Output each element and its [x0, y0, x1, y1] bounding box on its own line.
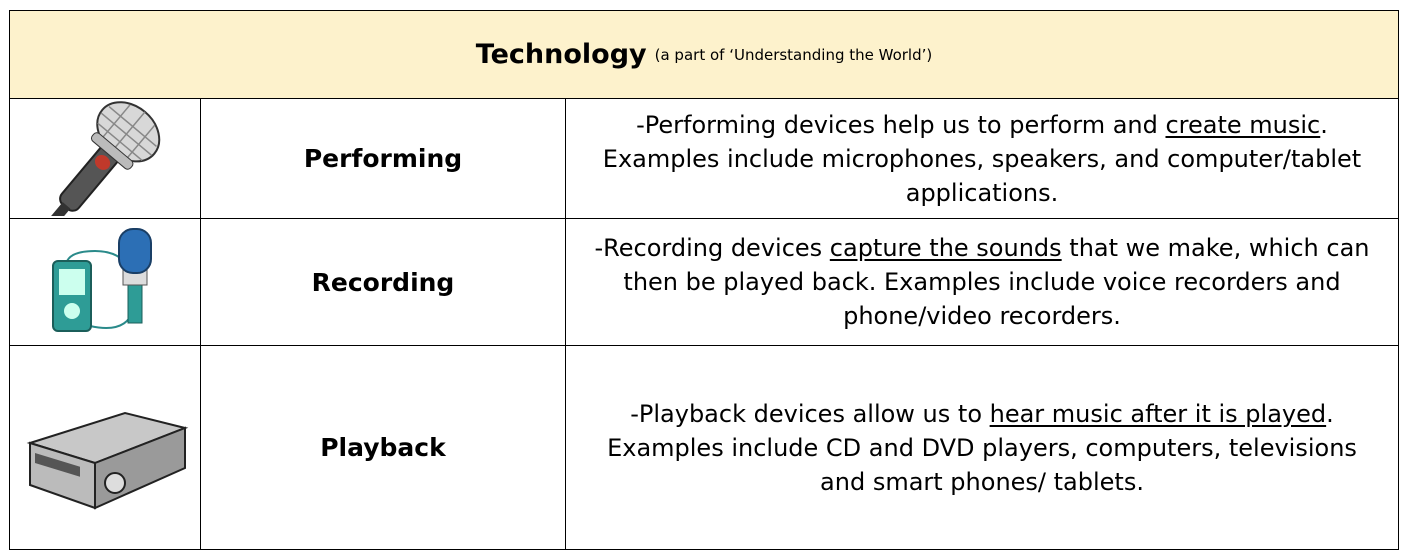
label-text: Playback: [320, 433, 446, 462]
text: -Recording devices: [594, 234, 830, 262]
row-label: Playback: [200, 345, 566, 550]
underlined-text: capture the sounds: [829, 234, 1062, 262]
row-description: -Playback devices allow us to hear music…: [565, 345, 1399, 550]
description-text: -Performing devices help us to perform a…: [594, 108, 1370, 210]
header: Technology (a part of ‘Understanding the…: [9, 10, 1399, 99]
player-icon: [26, 411, 189, 510]
recorder-icon: [52, 228, 152, 332]
text: -Performing devices help us to perform a…: [636, 110, 1166, 139]
text: that we make, which can then be played b…: [623, 234, 1370, 330]
microphone-icon: [48, 101, 161, 216]
text: -Playback devices allow us to: [630, 399, 990, 428]
row-label: Performing: [200, 98, 566, 219]
label-text: Performing: [303, 144, 463, 173]
description-text: -Recording devices capture the sounds th…: [594, 231, 1370, 333]
label-text: Recording: [311, 267, 455, 297]
text: . Examples include microphones, speakers…: [602, 110, 1362, 207]
underlined-text: hear music after it is played: [989, 399, 1327, 428]
underlined-text: create music: [1165, 110, 1321, 139]
text: . Examples include CD and DVD players, c…: [607, 399, 1357, 496]
image-cell: [9, 218, 201, 346]
header-title: Technology: [475, 39, 647, 70]
image-cell: [9, 345, 201, 550]
row-description: -Recording devices capture the sounds th…: [565, 218, 1399, 346]
row-description: -Performing devices help us to perform a…: [565, 98, 1399, 219]
image-cell: [9, 98, 201, 219]
row-label: Recording: [200, 218, 566, 346]
header-subtitle: (a part of ‘Understanding the World’): [654, 45, 933, 64]
description-text: -Playback devices allow us to hear music…: [594, 397, 1370, 499]
